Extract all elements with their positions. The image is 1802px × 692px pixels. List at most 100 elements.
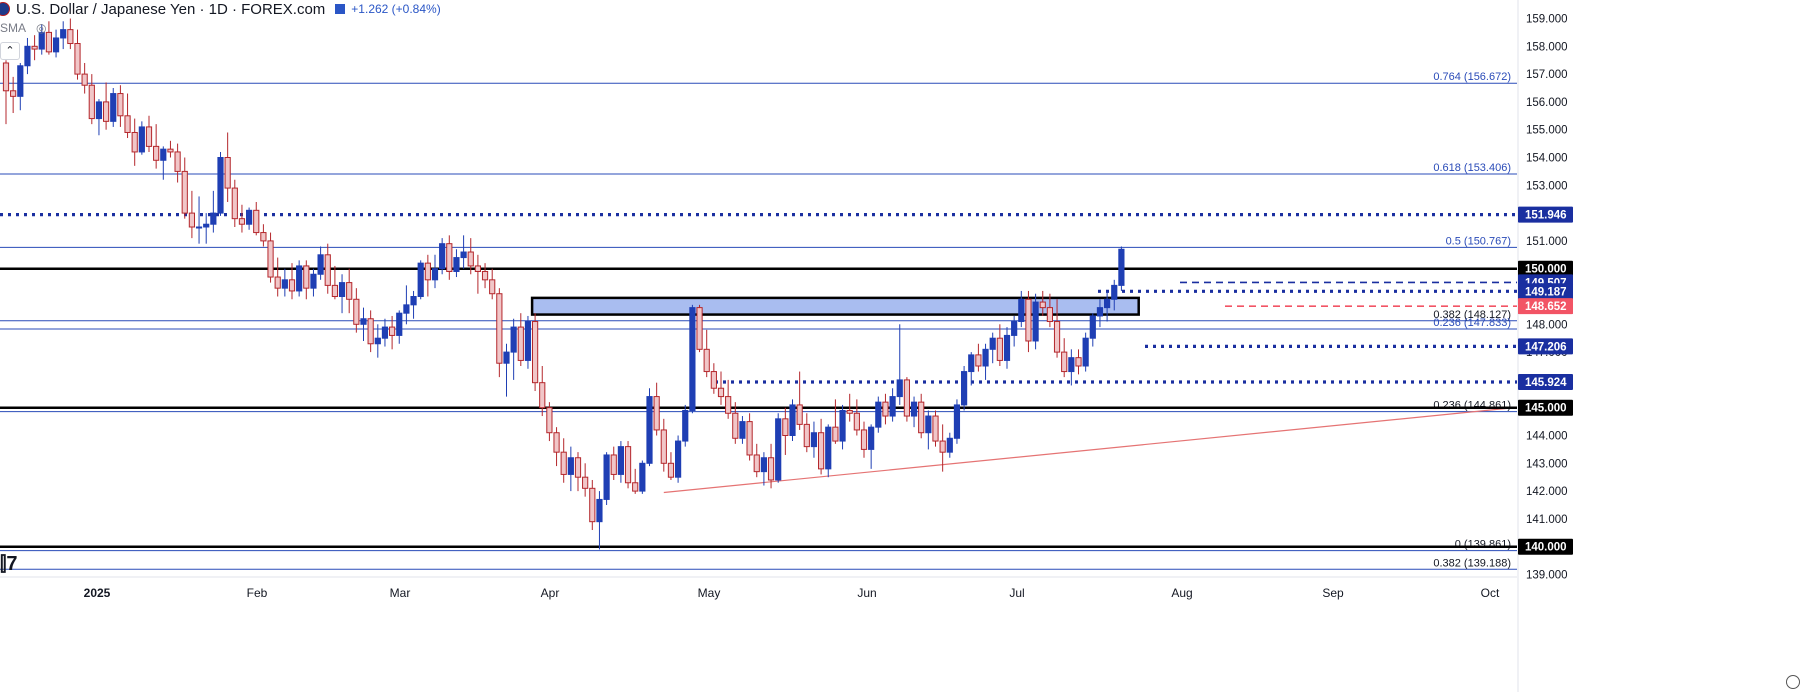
price-label: 150.000 [1525, 264, 1567, 276]
candle-body [925, 415, 932, 434]
price-label-box [1518, 283, 1573, 300]
price-tick: 155.000 [1526, 125, 1568, 137]
candle-body [181, 170, 188, 214]
candle-body [403, 304, 410, 314]
price-tick: 141.000 [1526, 514, 1568, 526]
symbol-title[interactable]: U.S. Dollar / Japanese Yen · 1D · FOREX.… [16, 0, 326, 18]
candle-body [360, 318, 367, 325]
candle-body [1053, 321, 1061, 353]
candle-body [1096, 307, 1104, 317]
candle-body [524, 321, 532, 361]
candle-body [610, 454, 617, 475]
collapse-legend-button[interactable]: ⌃ [0, 42, 20, 60]
candle-body [203, 223, 210, 228]
candle-body [246, 209, 253, 225]
candle-body [1068, 357, 1075, 373]
time-tick: Feb [247, 586, 268, 600]
candle-body [138, 126, 145, 153]
chart-header: U.S. Dollar / Japanese Yen · 1D · FOREX.… [0, 0, 441, 18]
candle-body [653, 396, 660, 431]
candle-body [682, 409, 689, 442]
candle-body [982, 348, 989, 367]
candle-body [331, 284, 338, 298]
candle-body [624, 446, 632, 484]
candle-body [338, 282, 346, 298]
candle-body [417, 262, 424, 298]
candle-body [210, 212, 217, 225]
time-tick: Sep [1322, 586, 1344, 600]
price-label: 140.000 [1525, 542, 1567, 554]
candle-body [188, 212, 196, 228]
candle-body [796, 404, 803, 425]
candle-body [853, 412, 860, 431]
fib-label: 0.236 (144.861) [1433, 400, 1511, 412]
candle-body [725, 396, 732, 414]
settings-gear-icon[interactable] [1786, 675, 1800, 689]
candle-body [667, 462, 675, 478]
candle-body [1039, 301, 1046, 309]
candle-body [789, 404, 796, 437]
candle-body [946, 437, 953, 453]
fib-label: 0.382 (139.188) [1433, 557, 1511, 569]
candle-body [296, 265, 303, 292]
candle-body [24, 45, 31, 67]
candle-body [596, 498, 603, 523]
candle-body [517, 326, 524, 361]
candle-body [95, 101, 103, 120]
indicator-label[interactable]: SMA [0, 21, 27, 35]
zone-box [530, 296, 1140, 316]
candle-body [603, 454, 610, 500]
candle-body [732, 412, 739, 439]
price-tick: 151.000 [1526, 236, 1568, 248]
candle-body [10, 90, 17, 97]
candle-body [374, 337, 381, 345]
candle-body [646, 396, 653, 464]
candle-body [903, 379, 910, 417]
candle-body [52, 37, 60, 53]
price-label-box [1518, 374, 1573, 391]
candle-body [767, 457, 775, 481]
candle-body [617, 446, 624, 475]
candle-body [746, 421, 753, 456]
time-tick: Jul [1009, 586, 1024, 600]
tradingview-logo-icon: ⫿7 [0, 553, 18, 575]
time-tick: May [698, 586, 721, 600]
candle-body [939, 440, 946, 453]
candle-body [31, 45, 38, 50]
price-tick: 156.000 [1526, 97, 1568, 109]
candle-body [231, 187, 238, 220]
candle-body [782, 418, 789, 437]
candle-body [860, 429, 868, 450]
fib-label: 0 (139.861) [1455, 539, 1511, 551]
candle-body [467, 251, 474, 267]
candle-body [553, 432, 560, 453]
candle-body [775, 418, 782, 481]
candle-body [539, 382, 546, 409]
hide-eye-icon[interactable]: ◎ [36, 21, 47, 35]
candle-body [110, 93, 117, 122]
candle-body [60, 29, 67, 39]
candle-body [17, 65, 24, 97]
candle-body [825, 426, 832, 470]
candle-body [446, 243, 453, 272]
price-label-box [1518, 538, 1573, 555]
candle-body [324, 254, 331, 286]
price-change: +1.262 (+0.84%) [351, 2, 441, 16]
candle-body [431, 268, 439, 281]
fib-label: 0.236 (147.833) [1433, 317, 1511, 329]
candle-body [918, 401, 925, 434]
candle-body [803, 423, 810, 448]
candle-body [717, 387, 725, 398]
candle-body [131, 131, 138, 153]
candle-body [574, 457, 582, 478]
candle-body [489, 279, 496, 295]
candle-body [896, 379, 903, 398]
candle-body [253, 209, 260, 234]
candle-body [503, 351, 510, 364]
price-label-box [1518, 399, 1573, 416]
candle-body [410, 296, 417, 306]
candle-body [167, 148, 174, 153]
candle-body [1104, 298, 1111, 309]
price-label-box [1518, 298, 1573, 315]
